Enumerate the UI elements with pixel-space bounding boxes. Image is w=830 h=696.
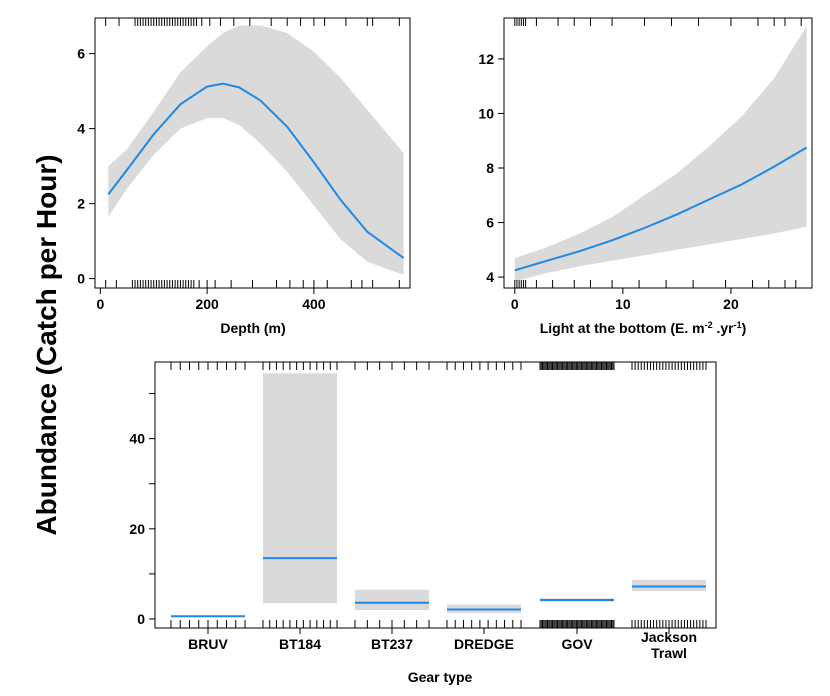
gear-confidence-band xyxy=(632,579,706,592)
light-y-tick-label: 8 xyxy=(486,160,494,176)
gear-y-tick-label: 20 xyxy=(129,521,145,537)
light-y-tick-label: 12 xyxy=(478,51,494,67)
light-y-tick-label: 4 xyxy=(486,269,494,285)
depth-x-axis-label: Depth (m) xyxy=(220,320,285,336)
light-x-axis-label: Light at the bottom (E. m-2 .yr-1) xyxy=(540,320,747,336)
light-fitted-line xyxy=(514,146,808,272)
light-plot-frame xyxy=(503,17,813,289)
light-confidence-band xyxy=(514,26,807,282)
depth-x-tick-label: 0 xyxy=(96,296,104,312)
depth-x-tick-label: 400 xyxy=(302,296,326,312)
light-panel: Light at the bottom (E. m-2 .yr-1) 0 10 20… xyxy=(478,17,813,336)
depth-y-tick-label: 2 xyxy=(77,196,85,212)
gear-x-tick-label: BT184 xyxy=(279,636,321,652)
gear-x-tick-label: BRUV xyxy=(188,636,228,652)
light-x-tick-label: 20 xyxy=(723,296,739,312)
light-y-tick-label: 6 xyxy=(486,215,494,231)
depth-panel: Depth (m) 0 200 400 0 2 4 6 xyxy=(77,17,411,336)
depth-y-tick-label: 4 xyxy=(77,121,85,137)
depth-x-tick-label: 200 xyxy=(195,296,219,312)
shared-y-axis-label: Abundance (Catch per Hour) xyxy=(31,154,62,535)
light-y-tick-label: 10 xyxy=(478,105,494,121)
gear-x-tick-label: GOV xyxy=(561,636,593,652)
gear-y-tick-label: 40 xyxy=(129,431,145,447)
gear-x-tick-label: DREDGE xyxy=(454,636,514,652)
depth-y-tick-label: 6 xyxy=(77,46,85,62)
gear-plot-frame xyxy=(154,361,717,629)
gear-confidence-band xyxy=(355,589,429,610)
depth-confidence-band xyxy=(108,25,404,275)
gear-y-tick-label: 0 xyxy=(137,611,145,627)
light-x-tick-label: 10 xyxy=(615,296,631,312)
gear-panel: Gear type BRUV BT184 BT237 DREDGE GOV Jackson… xyxy=(129,361,717,685)
depth-y-tick-label: 0 xyxy=(77,271,85,287)
gear-x-axis-label: Gear type xyxy=(408,669,473,685)
depth-fitted-line xyxy=(107,82,405,259)
gear-confidence-band xyxy=(263,373,337,604)
light-x-tick-label: 0 xyxy=(511,296,519,312)
gear-x-tick-label: Jackson Trawl xyxy=(641,629,697,661)
gear-x-tick-label: BT237 xyxy=(371,636,413,652)
